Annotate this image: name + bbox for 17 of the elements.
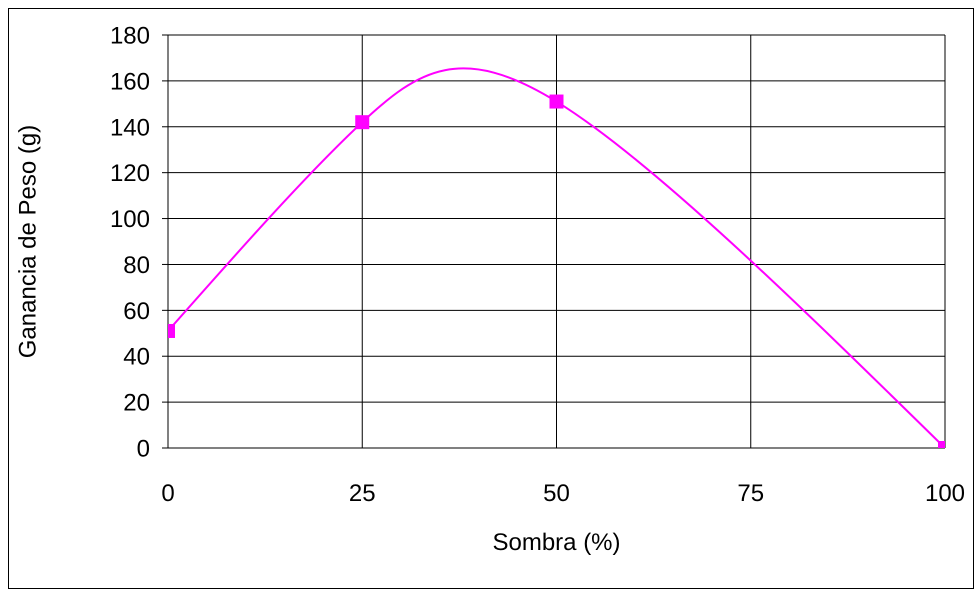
x-tick-label: 0 [161, 480, 175, 508]
y-tick-label: 60 [123, 298, 150, 325]
y-tick-label: 140 [110, 114, 150, 142]
y-tick-label: 80 [123, 252, 150, 279]
y-tick-label: 180 [110, 22, 150, 50]
y-tick-label: 160 [110, 68, 150, 96]
y-tick-label: 40 [123, 344, 150, 371]
x-tick-label: 100 [924, 480, 966, 508]
y-tick-label: 0 [136, 436, 150, 463]
y-tick-label: 120 [110, 160, 150, 188]
y-tick-label: 20 [123, 390, 150, 417]
x-tick-label: 75 [737, 480, 764, 508]
x-axis-title: Sombra (%) [492, 529, 621, 556]
y-axis-title: Ganancia de Peso (g) [14, 124, 42, 358]
x-tick-label: 50 [543, 480, 570, 508]
x-tick-label: 25 [348, 480, 376, 508]
y-tick-label: 100 [110, 206, 150, 234]
